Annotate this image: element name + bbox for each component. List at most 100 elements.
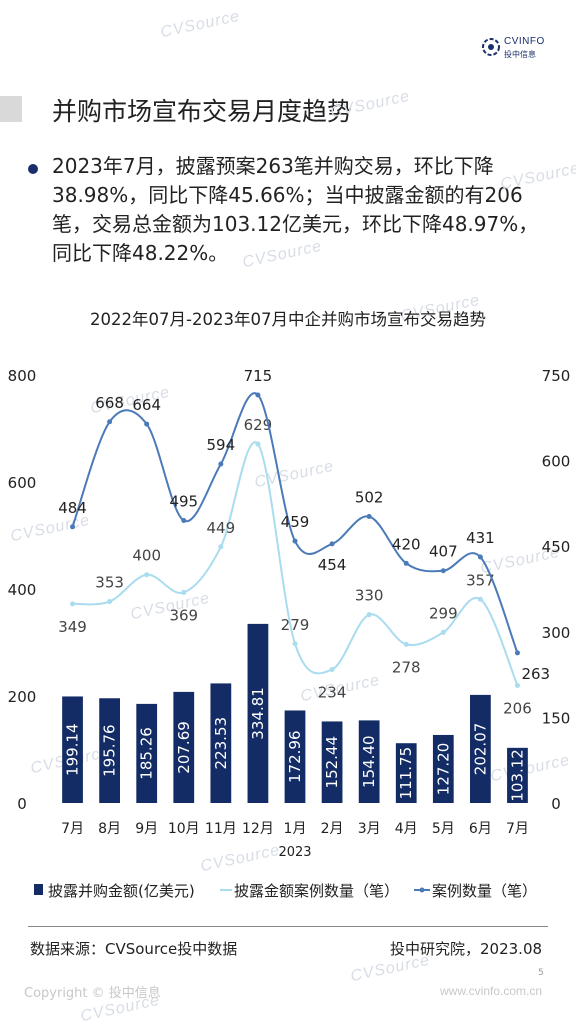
line-point	[366, 612, 372, 618]
legend-label: 案例数量（笔）	[432, 882, 537, 900]
page-title: 并购市场宣布交易月度趋势	[52, 97, 353, 126]
y-right-tick-label: 150	[542, 709, 571, 727]
line-point	[292, 641, 298, 647]
y-left-tick-label: 600	[8, 474, 37, 492]
brand-sub: 投中信息	[504, 50, 536, 59]
line-data-label: 420	[392, 535, 421, 553]
bullet-dot-icon	[28, 164, 38, 174]
x-tick-label: 7月	[61, 821, 84, 837]
legend-label: 披露并购金额(亿美元)	[48, 882, 195, 900]
line-data-label: 502	[355, 489, 384, 507]
line-point	[477, 596, 483, 602]
line-data-label: 431	[466, 529, 495, 547]
x-tick-label: 6月	[469, 821, 492, 837]
bar-data-label: 202.07	[471, 723, 489, 776]
x-tick-label: 12月	[242, 821, 274, 837]
y-left-tick-label: 400	[8, 581, 37, 599]
line-point	[255, 441, 261, 447]
line-point	[144, 572, 150, 578]
line-point	[477, 554, 483, 560]
bar	[210, 683, 232, 803]
x-tick-label: 10月	[168, 821, 200, 837]
bar	[395, 743, 417, 803]
x-tick-label: 8月	[98, 821, 121, 837]
line-point	[107, 419, 113, 425]
bar-data-label: 172.96	[286, 730, 304, 783]
legend-swatch	[34, 884, 43, 895]
line-point	[218, 461, 224, 467]
bar	[321, 721, 343, 803]
line-point	[514, 682, 520, 688]
bar	[247, 623, 269, 803]
line-data-label: 330	[355, 587, 384, 605]
bar-data-label: 207.69	[175, 721, 193, 774]
line-data-label: 454	[318, 556, 347, 574]
line-data-label: 459	[281, 513, 310, 531]
y-left-tick-label: 0	[17, 795, 27, 813]
x-year-label: 2023	[278, 845, 311, 860]
line-data-label: 299	[429, 604, 458, 622]
bar	[99, 698, 120, 803]
x-tick-label: 4月	[395, 821, 418, 837]
line-data-label: 495	[169, 493, 198, 511]
chart-title: 2022年07月-2023年07月中企并购市场宣布交易趋势	[90, 310, 486, 329]
line-point	[255, 392, 261, 398]
line-data-label: 357	[466, 571, 495, 589]
bar-data-label: 195.76	[101, 724, 119, 777]
line-point	[181, 589, 187, 595]
line-data-label: 234	[318, 683, 347, 701]
line-point	[292, 538, 298, 544]
line-point	[70, 601, 76, 607]
line-data-label: 353	[95, 574, 124, 592]
line-data-label: 369	[169, 606, 198, 624]
bar	[136, 703, 158, 803]
line-point	[329, 541, 335, 547]
bar	[173, 691, 195, 803]
line-data-label: 263	[521, 665, 550, 683]
legend-swatch	[419, 887, 425, 893]
y-right-tick-label: 300	[542, 624, 571, 642]
line-data-label: 206	[503, 699, 532, 717]
website-link[interactable]: www.cvinfo.com.cn	[440, 984, 543, 998]
line-point	[514, 650, 520, 656]
line-point	[107, 599, 113, 605]
line-point	[329, 666, 335, 672]
line-data-label: 629	[244, 416, 273, 434]
y-left-tick-label: 800	[8, 367, 37, 385]
line-data-label: 668	[95, 394, 124, 412]
bar-data-label: 223.53	[212, 717, 230, 770]
bar-data-label: 111.75	[397, 747, 415, 800]
line-data-label: 279	[281, 616, 310, 634]
title-accent-bar	[0, 96, 22, 122]
page-number: 5	[538, 968, 544, 978]
bar	[358, 720, 380, 803]
bar	[284, 710, 306, 803]
line-data-label: 664	[132, 396, 161, 414]
line-point	[366, 514, 372, 520]
y-left-tick-label: 200	[8, 688, 37, 706]
bar-data-label: 199.14	[64, 723, 82, 776]
line-point	[403, 641, 409, 647]
brand-name: CVINFO	[504, 36, 545, 47]
line-data-label: 278	[392, 658, 421, 676]
x-tick-label: 2月	[321, 821, 344, 837]
brand-logo: CVINFO 投中信息	[480, 34, 550, 62]
bar	[470, 694, 491, 803]
x-tick-label: 3月	[358, 821, 381, 837]
bar-data-label: 154.40	[360, 735, 378, 788]
line-point	[440, 629, 446, 635]
bar-data-label: 334.81	[249, 687, 267, 740]
bar	[62, 696, 83, 803]
x-tick-label: 9月	[135, 821, 158, 837]
y-right-tick-label: 750	[542, 367, 571, 385]
legend-label: 披露金额案例数量（笔）	[234, 882, 399, 900]
data-source: 数据来源：CVSource投中数据	[30, 940, 238, 958]
line-point	[440, 568, 446, 574]
line-data-label: 715	[244, 367, 273, 385]
bar	[432, 734, 454, 803]
y-right-tick-label: 0	[551, 795, 561, 813]
line-point	[144, 421, 150, 427]
x-tick-label: 7月	[506, 821, 529, 837]
y-right-tick-label: 600	[542, 453, 571, 471]
chart: 0 200 400 600 800 0 150 300 450 600 750 199.14 195.7…	[8, 367, 571, 900]
